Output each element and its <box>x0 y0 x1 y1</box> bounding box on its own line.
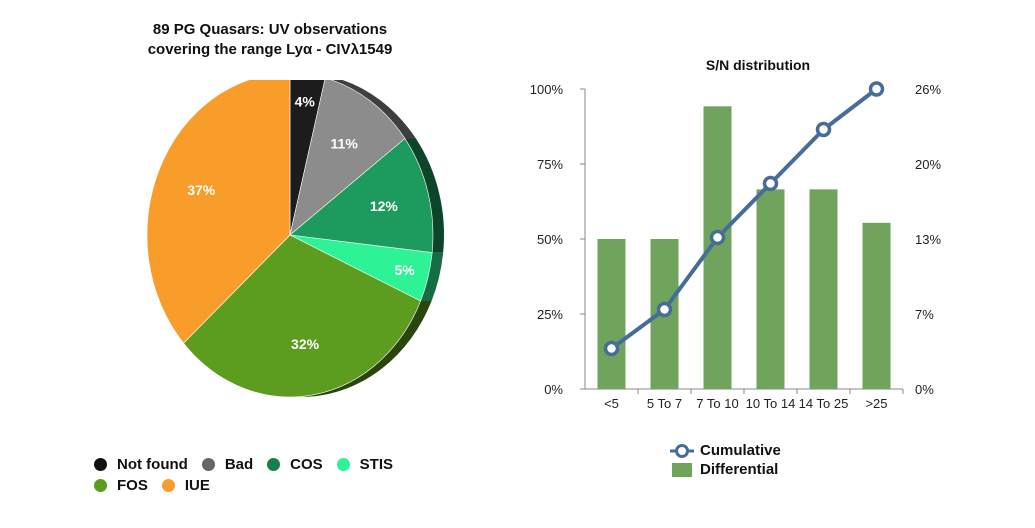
pie-legend-row: FOS IUE <box>94 475 434 496</box>
bar-10-to-14 <box>756 189 785 389</box>
legend-entry-bad: Bad <box>201 456 254 473</box>
cumulative-point-7-to-10 <box>709 229 726 246</box>
pie-side-stis <box>420 252 444 302</box>
legend-entry-stis: STIS <box>336 456 394 473</box>
right-tick-label: 0% <box>915 382 934 397</box>
pie-slice-iue <box>146 80 291 344</box>
x-tick-label: 14 To 25 <box>799 396 849 411</box>
x-tick-label: 7 To 10 <box>696 396 738 411</box>
cumulative-point-25 <box>868 81 885 97</box>
cumulative-point-5-to-7 <box>656 301 673 318</box>
pie-label-fos: 32% <box>291 336 320 352</box>
legend-entry-not-found: Not found <box>94 456 188 473</box>
legend-entry-cumulative: Cumulative <box>670 441 781 460</box>
cumulative-line <box>610 87 878 351</box>
pie-chart: 4% 11% 12% 5% 32% 37% <box>146 80 444 398</box>
line-marker-icon <box>670 443 694 459</box>
legend-label-cumulative: Cumulative <box>700 442 781 459</box>
pie-label-bad: 11% <box>331 136 359 152</box>
legend-label-fos: FOS <box>117 477 148 494</box>
bar-swatch-icon <box>670 462 694 478</box>
pie-side-cos <box>404 138 444 253</box>
legend-dot-icon <box>336 458 350 471</box>
pie-title-line-2: covering the range Lyα - CIVλ1549 <box>147 41 393 58</box>
cumulative-point-14-to-25 <box>815 121 832 138</box>
legend-label-differential: Differential <box>700 461 779 478</box>
pie-chart-title: 89 PG Quasars: UV observations covering … <box>110 20 430 60</box>
x-tick-label: <5 <box>604 396 619 411</box>
legend-entry-cos: COS <box>267 456 323 473</box>
left-tick-label: 0% <box>544 382 563 397</box>
right-tick-label: 20% <box>915 157 941 172</box>
pie-label-iue: 37% <box>187 182 216 198</box>
pie-slice-fos <box>183 234 421 398</box>
sn-chart-title: S/N distribution <box>706 57 810 73</box>
legend-dot-icon <box>94 458 107 471</box>
pie-legend: Not found Bad COS STIS FOS IUE <box>94 454 434 496</box>
left-tick-label: 50% <box>537 232 563 247</box>
left-tick-label: 25% <box>537 307 563 322</box>
x-tick-label: 5 To 7 <box>647 396 682 411</box>
pie-slice-cos <box>289 138 434 253</box>
pie-label-not-found: 4% <box>295 94 316 110</box>
legend-label-iue: IUE <box>184 477 210 494</box>
legend-dot-icon <box>201 458 215 471</box>
right-tick-label: 26% <box>915 82 941 97</box>
legend-dot-icon <box>267 458 281 471</box>
x-tick-label: 10 To 14 <box>746 396 796 411</box>
pie-label-cos: 12% <box>370 198 399 214</box>
pie-slice-not-found <box>289 80 326 236</box>
pie-legend-row: Not found Bad COS STIS <box>94 454 434 475</box>
pie-slice-bad <box>289 80 406 236</box>
legend-entry-fos: FOS <box>94 477 148 494</box>
cumulative-point-5 <box>603 340 620 357</box>
pie-side-bad <box>331 80 416 139</box>
bar-5 <box>597 239 626 389</box>
right-tick-label: 13% <box>915 232 941 247</box>
legend-entry-iue: IUE <box>161 477 210 494</box>
legend-label-cos: COS <box>290 456 323 473</box>
right-tick-label: 7% <box>915 307 934 322</box>
pie-title-line-1: 89 PG Quasars: UV observations <box>152 21 388 38</box>
legend-dot-icon <box>161 479 175 492</box>
bar-14-to-25 <box>809 189 838 389</box>
pie-label-stis: 5% <box>394 262 415 278</box>
pie-side-fos <box>297 301 432 397</box>
legend-entry-differential: Differential <box>670 460 781 479</box>
legend-dot-icon <box>94 479 107 492</box>
sn-legend: Cumulative Differential <box>670 441 781 479</box>
x-tick-label: >25 <box>865 396 887 411</box>
legend-label-bad: Bad <box>224 456 254 473</box>
left-tick-label: 75% <box>537 157 563 172</box>
legend-label-not-found: Not found <box>117 456 188 473</box>
sn-distribution-chart: S/N distribution 0% 25% 50% 75% 100% 0% 7% 13% 20… <box>530 57 942 411</box>
legend-label-stis: STIS <box>359 456 394 473</box>
bar-25 <box>862 222 891 389</box>
left-tick-label: 100% <box>530 82 564 97</box>
cumulative-point-10-to-14 <box>762 175 779 192</box>
